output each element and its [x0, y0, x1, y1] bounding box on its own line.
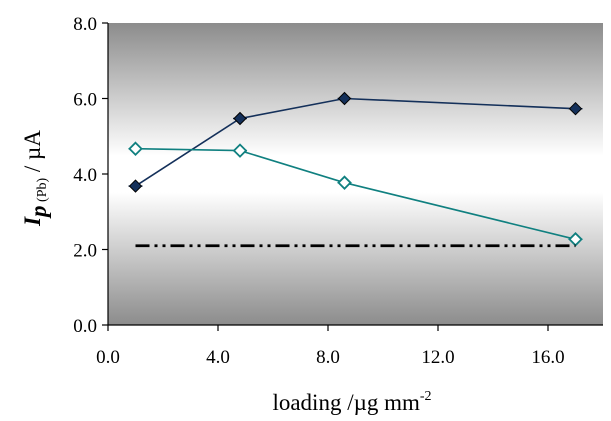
series-2-point — [128, 141, 143, 156]
x-tick-label: 16.0 — [531, 347, 564, 368]
y-tick-label: 0.0 — [73, 316, 97, 337]
y-axis-title-unit: / µA — [20, 130, 45, 178]
series-1-point — [337, 91, 352, 106]
y-tick-label: 4.0 — [73, 165, 97, 186]
x-axis-title-superscript: -2 — [420, 389, 432, 404]
y-axis-title-sub-pb: (Pb) — [35, 178, 50, 206]
x-tick-label: 8.0 — [316, 347, 340, 368]
series-2-point — [337, 175, 352, 190]
series-2-point — [232, 143, 248, 158]
y-tick-label: 2.0 — [73, 241, 97, 262]
x-tick-label: 4.0 — [206, 347, 230, 368]
x-tick-label: 0.0 — [96, 347, 120, 368]
axes-layer: 0.0 2.0 4.0 6.0 8.0 0.0 4.0 8.0 12.0 16.0 — [73, 14, 603, 368]
y-axis-title: Ip (Pb) / µA — [20, 130, 51, 227]
plot-area — [108, 23, 603, 325]
y-tick-label: 6.0 — [73, 90, 97, 111]
y-axis-title-symbol: I — [20, 216, 45, 227]
y-tick-label: 8.0 — [73, 14, 97, 35]
series-layer — [128, 91, 583, 248]
series-1-point — [128, 179, 143, 193]
series-1-line — [135, 97, 576, 187]
x-axis-title-text: loading /µg mm — [272, 390, 420, 415]
x-axis-title: loading /µg mm-2 — [272, 389, 431, 415]
series-2-line — [135, 147, 576, 241]
x-tick-label: 12.0 — [421, 347, 454, 368]
series-1-point — [568, 101, 583, 116]
y-axis-title-sub-p: p — [26, 205, 51, 219]
series-1-point — [233, 111, 247, 126]
